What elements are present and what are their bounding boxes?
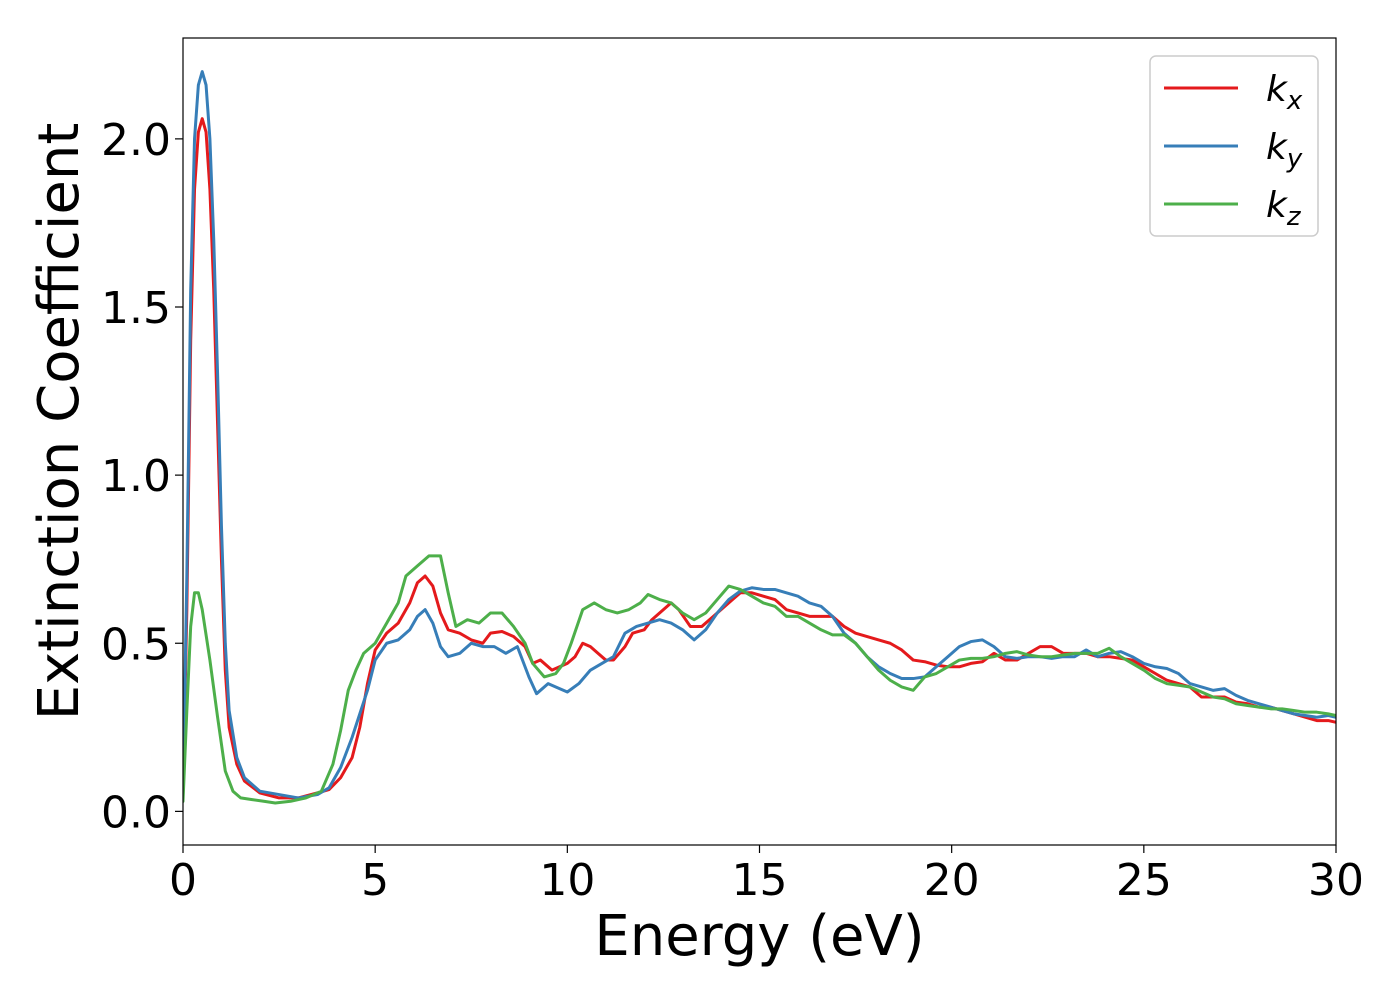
series-line-z [183, 554, 1336, 805]
legend-label-x: kx [1266, 69, 1303, 116]
x-tick-label: 30 [1308, 855, 1364, 906]
y-tick-label: 1.5 [101, 283, 171, 334]
y-tick-label: 2.0 [101, 115, 171, 166]
axes-layer: 0 5 10 15 20 25 30 0.0 0.5 1.0 1.5 2.0 [101, 37, 1364, 906]
x-tick-label: 5 [361, 855, 389, 906]
y-tick-label: 0.0 [101, 787, 171, 838]
x-tick-label: 15 [732, 855, 788, 906]
x-tick-label: 25 [1116, 855, 1172, 906]
x-tick-label: 20 [924, 855, 980, 906]
y-tick-label: 1.0 [101, 451, 171, 502]
legend: kx ky kz [1149, 55, 1319, 237]
legend-label-y: ky [1266, 127, 1303, 174]
x-tick-label: 0 [169, 855, 197, 906]
x-axis-title: Energy (eV) [594, 904, 924, 969]
series-line-x [183, 117, 1336, 800]
y-axis-title: Extinction Coefficient [27, 123, 92, 721]
series-layer [183, 70, 1336, 805]
x-tick-label: 10 [539, 855, 595, 906]
legend-label-z: kz [1266, 185, 1302, 232]
y-tick-label: 0.5 [101, 619, 171, 670]
